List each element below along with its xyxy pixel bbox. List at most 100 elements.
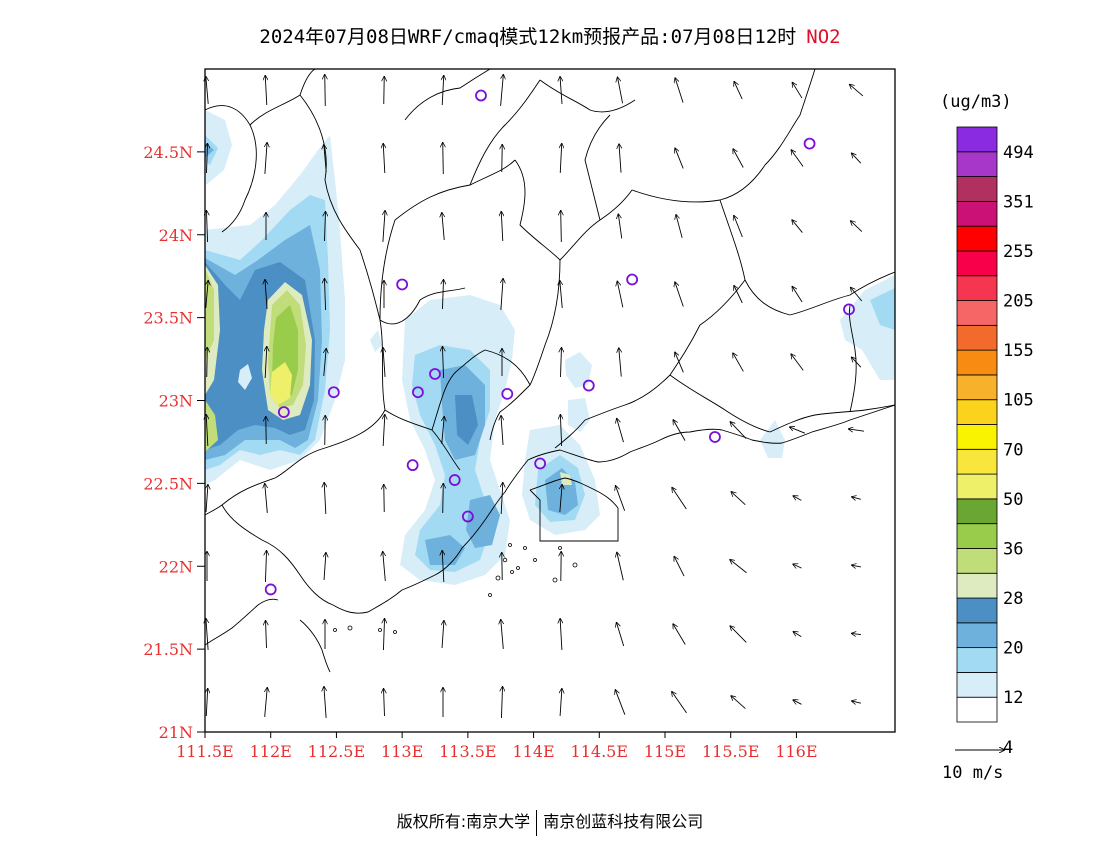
wind-arrow — [791, 354, 804, 371]
legend-swatch — [956, 672, 998, 698]
wind-arrow — [850, 287, 863, 302]
coastal-islands — [333, 543, 578, 634]
lat-tick-label: 23.5N — [143, 309, 193, 328]
legend-unit: (ug/m3) — [940, 92, 1012, 112]
legend-tick-label: 36 — [1003, 539, 1023, 559]
wind-arrow — [443, 483, 444, 514]
wind-arrow — [789, 427, 806, 434]
wind-arrow — [615, 485, 626, 511]
wind-arrow — [442, 212, 444, 240]
wind-arrow — [560, 618, 562, 650]
wind-arrow — [793, 496, 802, 501]
legend-tick-label: 494 — [1003, 143, 1034, 163]
wind-arrow — [734, 215, 743, 238]
wind-arrow — [206, 280, 208, 308]
wind-arrow — [206, 76, 208, 104]
station-marker — [461, 510, 474, 523]
wind-arrow — [619, 347, 622, 377]
wind-arrow — [615, 689, 626, 715]
legend-tick-label: 50 — [1003, 490, 1023, 510]
legend-tick-label: 155 — [1003, 341, 1034, 361]
lon-tick-label: 113.5E — [439, 742, 496, 761]
legend-tick-label: 70 — [1003, 440, 1023, 460]
legend-swatch — [956, 622, 998, 649]
lat-tick-label: 21N — [159, 723, 193, 742]
legend-tick-label: 105 — [1003, 391, 1034, 411]
wind-arrow — [265, 346, 267, 379]
wind-arrow — [849, 84, 864, 97]
station-marker — [327, 386, 340, 399]
legend-tick-label: 28 — [1003, 589, 1023, 609]
wind-arrow — [848, 429, 865, 431]
wind-arrow — [671, 691, 687, 714]
wind-arrow — [325, 415, 326, 446]
wind-arrow — [733, 148, 744, 168]
legend-swatch — [956, 176, 998, 202]
wind-arrow — [384, 688, 385, 717]
legend-swatch — [956, 324, 998, 351]
station-marker — [534, 457, 547, 470]
station-marker — [277, 406, 290, 419]
legend-tick-labels: 494 351 255 205 155 105 70 50 36 28 20 12 4 — [1003, 143, 1034, 758]
wind-arrow — [266, 620, 267, 649]
wind-arrow — [851, 633, 862, 634]
legend-swatch — [956, 275, 998, 301]
wind-arrow — [617, 418, 624, 443]
wind-arrow — [383, 143, 385, 174]
wind-arrow — [731, 491, 746, 505]
wind-arrow — [383, 347, 385, 377]
wind-arrow — [383, 551, 386, 581]
legend-swatch — [956, 548, 998, 574]
wind-arrow — [206, 484, 208, 512]
legend-swatch — [956, 225, 998, 252]
footer-separator — [536, 809, 538, 836]
wind-arrow — [793, 631, 802, 638]
wind-arrow — [265, 279, 267, 309]
wind-arrow — [207, 347, 208, 378]
lat-tick-label: 24.5N — [143, 143, 193, 162]
lon-tick-label: 115E — [644, 742, 686, 761]
legend-swatch — [956, 151, 998, 177]
copyright-footer: 版权所有:南京大学 南京创蓝科技有限公司 — [0, 808, 1100, 836]
wind-arrow — [616, 622, 625, 647]
wind-arrow — [793, 699, 802, 705]
lat-tick-label: 24N — [159, 226, 193, 245]
boundaries — [205, 69, 895, 673]
wind-arrow — [500, 74, 504, 106]
wind-arrow — [851, 701, 861, 703]
lat-tick-label: 21.5N — [143, 640, 193, 659]
station-marker — [709, 431, 721, 443]
lat-tick-label: 23N — [159, 392, 193, 411]
legend-tick-label: 4 — [1003, 738, 1013, 758]
lon-tick-label: 113E — [381, 742, 423, 761]
wind-arrow — [265, 550, 266, 583]
footer-left: 版权所有:南京大学 — [396, 812, 531, 831]
wind-arrow — [675, 281, 684, 307]
wind-arrow — [206, 210, 207, 243]
station-marker — [412, 386, 424, 399]
lon-tick-label: 112.5E — [308, 742, 365, 761]
wind-arrow — [851, 497, 861, 500]
wind-arrow — [383, 414, 385, 447]
legend-swatch — [956, 473, 998, 500]
legend-swatch — [956, 597, 998, 624]
lon-tick-label: 116E — [775, 742, 817, 761]
wind-arrow — [501, 278, 503, 310]
wind-arrow — [560, 414, 561, 446]
wind-arrow — [265, 142, 267, 174]
station-marker — [429, 368, 441, 380]
wind-arrow — [850, 220, 863, 232]
wind-arrow — [851, 357, 862, 368]
wind-arrow — [792, 219, 803, 233]
station-marker — [843, 303, 855, 316]
wind-arrow — [672, 487, 687, 510]
wind-arrow — [792, 82, 803, 99]
wind-arrow — [851, 565, 861, 567]
lon-tick-label: 115.5E — [702, 742, 759, 761]
station-marker — [475, 89, 487, 102]
legend-swatch — [956, 374, 998, 401]
wind-arrow — [734, 285, 743, 304]
lon-tick-label: 114.5E — [571, 742, 628, 761]
wind-arrow — [324, 211, 325, 242]
wind-arrow — [673, 556, 685, 577]
